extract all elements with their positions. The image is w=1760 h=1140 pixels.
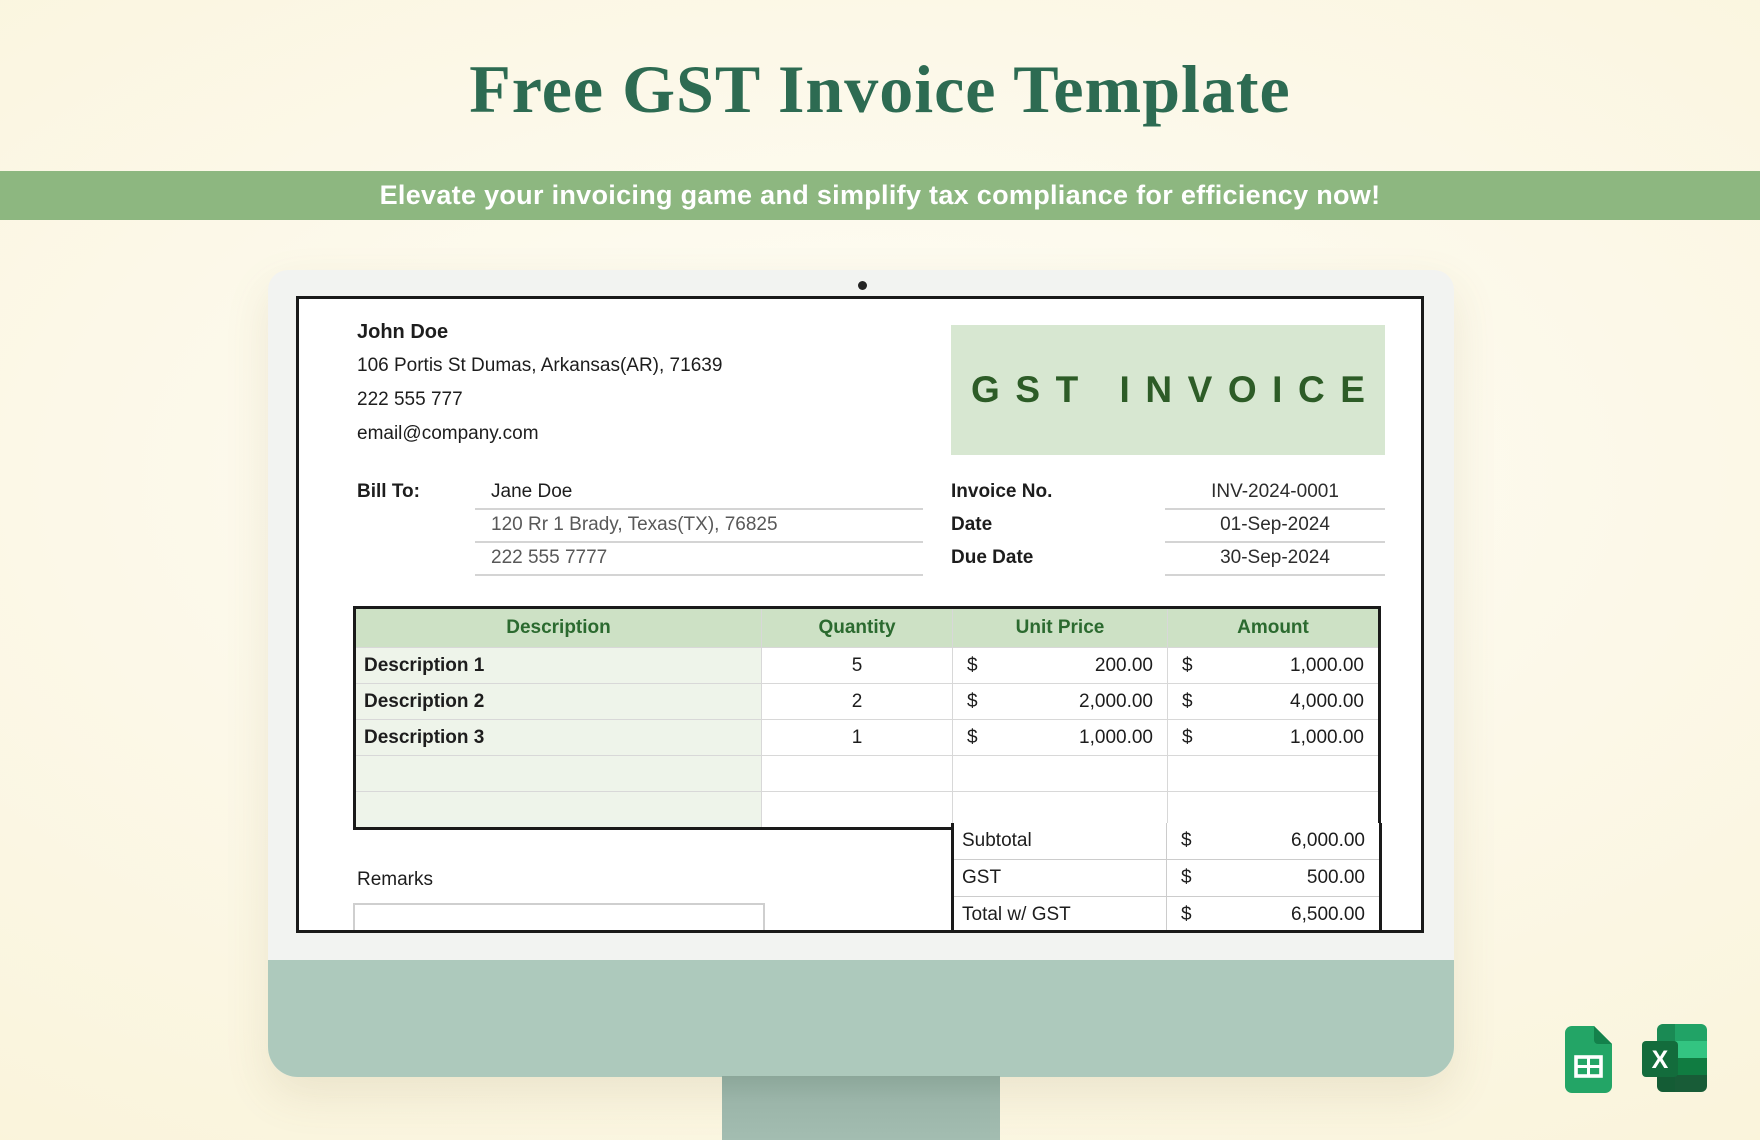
item-quantity-cell[interactable]: 5 <box>762 647 953 683</box>
item-amount-cell: $ 1,000.00 <box>1168 647 1378 683</box>
svg-text:X: X <box>1652 1046 1669 1074</box>
gst-row: GST $ 500.00 <box>954 860 1379 897</box>
imac-mockup: John Doe 106 Portis St Dumas, Arkansas(A… <box>268 270 1454 1077</box>
item-description-cell-empty[interactable] <box>356 755 762 791</box>
subtotal-row: Subtotal $ 6,000.00 <box>954 823 1379 860</box>
unit-price-value: 2,000.00 <box>1079 691 1153 712</box>
bill-to-address-field[interactable]: 120 Rr 1 Brady, Texas(TX), 76825 <box>475 512 923 543</box>
column-header-unit-price: Unit Price <box>953 609 1168 647</box>
company-email: email@company.com <box>357 423 539 444</box>
column-header-description: Description <box>356 609 762 647</box>
invoice-no-label: Invoice No. <box>951 481 1053 502</box>
unit-price-value: 1,000.00 <box>1079 727 1153 748</box>
column-header-amount: Amount <box>1168 609 1378 647</box>
gst-invoice-badge-text: GST INVOICE <box>971 369 1381 410</box>
bill-to-label: Bill To: <box>357 481 420 502</box>
item-unit-price-cell[interactable]: $ 200.00 <box>953 647 1168 683</box>
invoice-meta-section: Invoice No. INV-2024-0001 Date 01-Sep-20… <box>951 479 1385 578</box>
excel-icon[interactable]: X <box>1641 1023 1709 1098</box>
item-unit-price-cell[interactable]: $ 2,000.00 <box>953 683 1168 719</box>
currency-symbol: $ <box>1182 727 1193 748</box>
monitor-stand <box>722 1076 1000 1140</box>
total-with-gst-amount: $ 6,500.00 <box>1167 897 1379 930</box>
item-quantity-cell[interactable]: 1 <box>762 719 953 755</box>
item-description-cell-empty[interactable] <box>356 791 762 827</box>
unit-price-value: 200.00 <box>1094 655 1153 676</box>
currency-symbol: $ <box>1182 691 1193 712</box>
page-title: Free GST Invoice Template <box>469 51 1291 127</box>
amount-value: 4,000.00 <box>1290 691 1364 712</box>
item-quantity-cell-empty[interactable] <box>762 755 953 791</box>
subtotal-amount: $ 6,000.00 <box>1167 823 1379 859</box>
google-sheets-icon[interactable] <box>1563 1026 1613 1098</box>
invoice-date-field[interactable]: 01-Sep-2024 <box>1165 512 1385 543</box>
item-description-cell[interactable]: Description 2 <box>356 683 762 719</box>
item-unit-price-cell[interactable]: $ 1,000.00 <box>953 719 1168 755</box>
webcam-dot-icon <box>858 281 867 290</box>
total-with-gst-row: Total w/ GST $ 6,500.00 <box>954 897 1379 930</box>
currency-symbol: $ <box>967 727 978 748</box>
gst-invoice-document: John Doe 106 Portis St Dumas, Arkansas(A… <box>299 299 1421 930</box>
item-amount-cell: $ 4,000.00 <box>1168 683 1378 719</box>
item-quantity-cell[interactable]: 2 <box>762 683 953 719</box>
monitor-screen: John Doe 106 Portis St Dumas, Arkansas(A… <box>296 296 1424 933</box>
currency-symbol: $ <box>967 691 978 712</box>
item-amount-cell-empty <box>1168 755 1378 791</box>
total-with-gst-value: 6,500.00 <box>1291 904 1365 925</box>
remarks-label: Remarks <box>357 869 434 890</box>
amount-value: 1,000.00 <box>1290 727 1364 748</box>
currency-symbol: $ <box>1182 655 1193 676</box>
company-block: John Doe 106 Portis St Dumas, Arkansas(A… <box>357 321 722 457</box>
tagline-banner: Elevate your invoicing game and simplify… <box>0 171 1760 220</box>
bill-to-section: Bill To: Jane Doe 120 Rr 1 Brady, Texas(… <box>357 479 923 578</box>
company-phone: 222 555 777 <box>357 389 463 410</box>
item-amount-cell: $ 1,000.00 <box>1168 719 1378 755</box>
item-quantity-cell-empty[interactable] <box>762 791 953 827</box>
monitor-chin <box>268 960 1454 1077</box>
item-amount-cell-empty <box>1168 791 1378 827</box>
currency-symbol: $ <box>1181 867 1192 888</box>
remarks-input[interactable] <box>353 903 765 930</box>
invoice-date-label: Date <box>951 514 993 535</box>
currency-symbol: $ <box>1181 830 1192 851</box>
totals-section: Subtotal $ 6,000.00 GST $ 500.00 <box>951 823 1382 930</box>
line-items-table: Description Quantity Unit Price Amount D… <box>353 606 1381 830</box>
total-with-gst-label: Total w/ GST <box>954 897 1167 930</box>
amount-value: 1,000.00 <box>1290 655 1364 676</box>
gst-invoice-badge: GST INVOICE <box>951 325 1385 455</box>
bill-to-phone-field[interactable]: 222 555 7777 <box>475 545 923 576</box>
invoice-due-date-field[interactable]: 30-Sep-2024 <box>1165 545 1385 576</box>
currency-symbol: $ <box>967 655 978 676</box>
gst-label: GST <box>954 860 1167 896</box>
subtotal-value: 6,000.00 <box>1291 830 1365 851</box>
item-unit-price-cell-empty[interactable] <box>953 755 1168 791</box>
item-description-cell[interactable]: Description 3 <box>356 719 762 755</box>
invoice-no-field[interactable]: INV-2024-0001 <box>1165 479 1385 510</box>
item-unit-price-cell-empty[interactable] <box>953 791 1168 827</box>
gst-value: 500.00 <box>1306 867 1365 888</box>
gst-amount: $ 500.00 <box>1167 860 1379 896</box>
invoice-due-date-label: Due Date <box>951 547 1034 568</box>
company-name: John Doe <box>357 321 449 343</box>
company-address: 106 Portis St Dumas, Arkansas(AR), 71639 <box>357 355 723 376</box>
bill-to-name-field[interactable]: Jane Doe <box>475 479 923 510</box>
bill-to-label-spacer <box>357 545 475 578</box>
subtotal-label: Subtotal <box>954 823 1167 859</box>
currency-symbol: $ <box>1181 904 1192 925</box>
item-description-cell[interactable]: Description 1 <box>356 647 762 683</box>
bill-to-label-spacer <box>357 512 475 545</box>
column-header-quantity: Quantity <box>762 609 953 647</box>
